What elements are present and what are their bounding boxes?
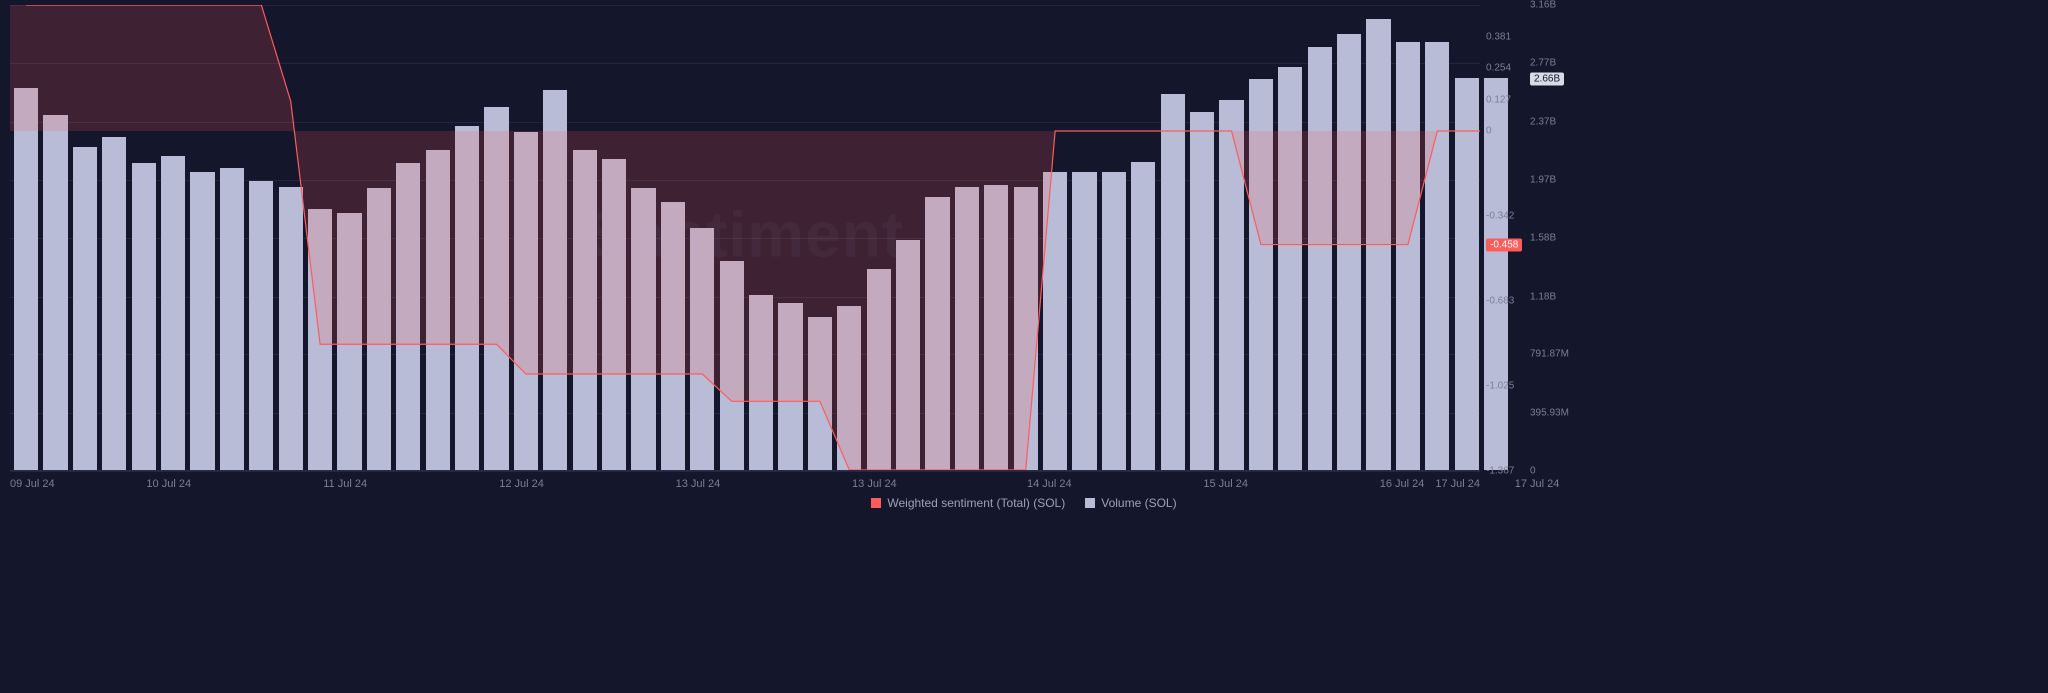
x-tick-label: 15 Jul 24 bbox=[1203, 478, 1248, 490]
volume-bar bbox=[631, 188, 655, 470]
volume-bar bbox=[396, 163, 420, 470]
volume-bar bbox=[484, 107, 508, 470]
volume-bar bbox=[190, 172, 214, 470]
y-tick-sentiment: -1.025 bbox=[1486, 381, 1514, 392]
y-tick-volume: 395.93M bbox=[1530, 407, 1569, 418]
volume-bar bbox=[690, 228, 714, 470]
volume-bar bbox=[1014, 187, 1038, 470]
legend-label: Volume (SOL) bbox=[1101, 496, 1176, 510]
sentiment-value-badge: -0.458 bbox=[1486, 239, 1522, 252]
volume-bar bbox=[161, 156, 185, 470]
volume-bar bbox=[808, 317, 832, 470]
x-tick-label: 16 Jul 24 bbox=[1380, 478, 1425, 490]
volume-bar bbox=[426, 150, 450, 470]
volume-bar bbox=[1072, 172, 1096, 470]
y-tick-volume: 1.18B bbox=[1530, 291, 1556, 302]
volume-bar bbox=[337, 213, 361, 470]
y-axis-volume: 3.16B2.77B2.37B1.97B1.58B1.18B791.87M395… bbox=[1530, 5, 1582, 471]
x-tick-label: 13 Jul 24 bbox=[852, 478, 897, 490]
volume-bar bbox=[1102, 172, 1126, 470]
y-tick-sentiment: -1.367 bbox=[1486, 466, 1514, 477]
volume-bar bbox=[102, 137, 126, 470]
y-tick-volume: 791.87M bbox=[1530, 349, 1569, 360]
volume-bar bbox=[249, 181, 273, 470]
volume-bar bbox=[1249, 79, 1273, 470]
sentiment-volume-chart: Santiment 09 Jul 24 10 Jul 24 11 Jul 24 12 … bbox=[0, 0, 2048, 693]
y-tick-sentiment: 0.254 bbox=[1486, 63, 1511, 74]
volume-bar bbox=[543, 90, 567, 470]
volume-bar bbox=[602, 159, 626, 470]
y-tick-sentiment: 0.127 bbox=[1486, 94, 1511, 105]
plot-area: Santiment bbox=[10, 5, 1480, 471]
volume-bar bbox=[1043, 172, 1067, 470]
volume-bar bbox=[73, 147, 97, 470]
volume-bar bbox=[514, 132, 538, 470]
x-tick-label: 12 Jul 24 bbox=[499, 478, 544, 490]
legend-swatch bbox=[1085, 498, 1095, 508]
x-tick-label: 09 Jul 24 bbox=[10, 478, 55, 490]
volume-bar bbox=[220, 168, 244, 470]
x-tick-label: 11 Jul 24 bbox=[323, 478, 367, 490]
volume-bar bbox=[1219, 100, 1243, 470]
y-tick-volume: 0 bbox=[1530, 466, 1536, 477]
volume-bar bbox=[955, 187, 979, 470]
x-tick-label: 10 Jul 24 bbox=[146, 478, 191, 490]
legend-item[interactable]: Weighted sentiment (Total) (SOL) bbox=[871, 496, 1065, 510]
volume-bar bbox=[132, 163, 156, 470]
volume-bar bbox=[573, 150, 597, 470]
volume-bar bbox=[1161, 94, 1185, 470]
y-tick-sentiment: 0.381 bbox=[1486, 31, 1511, 42]
volume-bar bbox=[367, 188, 391, 470]
volume-bar bbox=[1425, 42, 1449, 470]
y-tick-volume: 1.58B bbox=[1530, 233, 1556, 244]
y-tick-sentiment: 0 bbox=[1486, 126, 1492, 137]
legend-item[interactable]: Volume (SOL) bbox=[1085, 496, 1176, 510]
legend: Weighted sentiment (Total) (SOL) Volume (… bbox=[0, 495, 2048, 513]
volume-bar bbox=[720, 261, 744, 470]
volume-bar bbox=[837, 306, 861, 470]
volume-bar bbox=[749, 295, 773, 470]
volume-bar bbox=[1308, 47, 1332, 470]
volume-value-badge: 2.66B bbox=[1530, 72, 1564, 85]
grid-line bbox=[10, 471, 1480, 472]
volume-bar bbox=[1131, 162, 1155, 470]
x-tick-label: 13 Jul 24 bbox=[676, 478, 721, 490]
x-tick-label: 14 Jul 24 bbox=[1027, 478, 1072, 490]
volume-bar bbox=[896, 240, 920, 470]
volume-bar bbox=[279, 187, 303, 470]
y-tick-volume: 1.97B bbox=[1530, 175, 1556, 186]
volume-bar bbox=[14, 88, 38, 470]
x-tick-label: 17 Jul 24 bbox=[1515, 478, 1560, 490]
volume-bar bbox=[43, 115, 67, 470]
volume-bar bbox=[867, 269, 891, 470]
volume-bar bbox=[308, 209, 332, 470]
volume-bar bbox=[1337, 34, 1361, 471]
volume-bar bbox=[984, 185, 1008, 470]
volume-bar bbox=[1366, 19, 1390, 470]
y-axis-sentiment: 0.3810.2540.1270-0.342-0.683-1.025-1.367… bbox=[1486, 5, 1530, 471]
volume-bar bbox=[1190, 112, 1214, 470]
legend-label: Weighted sentiment (Total) (SOL) bbox=[887, 496, 1065, 510]
legend-swatch bbox=[871, 498, 881, 508]
volume-bar bbox=[925, 197, 949, 470]
y-tick-volume: 3.16B bbox=[1530, 0, 1556, 11]
volume-bar bbox=[1455, 78, 1479, 470]
y-tick-volume: 2.37B bbox=[1530, 116, 1556, 127]
y-tick-sentiment: -0.342 bbox=[1486, 211, 1514, 222]
volume-bar bbox=[455, 126, 479, 470]
x-tick-label: 17 Jul 24 bbox=[1435, 478, 1480, 490]
y-tick-volume: 2.77B bbox=[1530, 57, 1556, 68]
volume-bar bbox=[778, 303, 802, 470]
volume-bar bbox=[1278, 67, 1302, 470]
volume-bars bbox=[10, 5, 1480, 470]
y-tick-sentiment: -0.683 bbox=[1486, 296, 1514, 307]
volume-bar bbox=[1396, 42, 1420, 470]
volume-bar bbox=[661, 202, 685, 470]
